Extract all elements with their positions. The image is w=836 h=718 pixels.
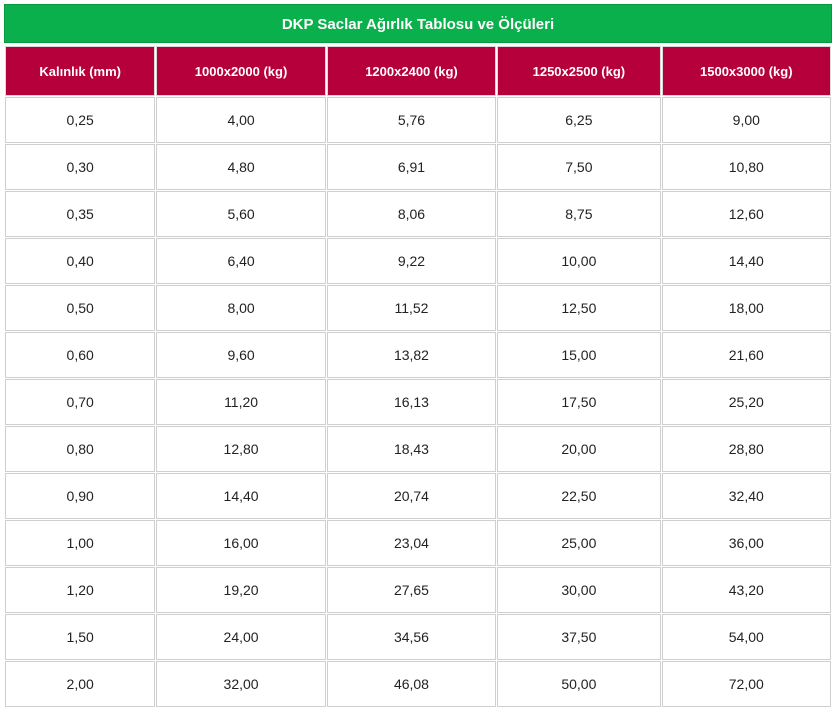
table-cell: 27,65: [326, 567, 497, 613]
table-cell: 0,90: [5, 473, 156, 519]
table-cell: 4,00: [156, 97, 326, 143]
table-row: 1,50 24,00 34,56 37,50 54,00: [5, 614, 831, 660]
table-cell: 6,91: [326, 144, 497, 190]
table-cell: 25,20: [661, 379, 831, 425]
table-cell: 0,30: [5, 144, 156, 190]
table-row: 0,90 14,40 20,74 22,50 32,40: [5, 473, 831, 519]
table-body: 0,25 4,00 5,76 6,25 9,00 0,30 4,80 6,91 7,50 10,8…: [5, 97, 831, 707]
header-cell: 1250x2500 (kg): [497, 46, 661, 96]
table-cell: 34,56: [326, 614, 497, 660]
table-cell: 24,00: [156, 614, 326, 660]
weight-table: Kalınlık (mm) 1000x2000 (kg) 1200x2400 (kg…: [4, 45, 832, 708]
table-cell: 1,00: [5, 520, 156, 566]
table-cell: 36,00: [661, 520, 831, 566]
table-cell: 22,50: [497, 473, 661, 519]
table-cell: 20,74: [326, 473, 497, 519]
table-cell: 8,00: [156, 285, 326, 331]
table-cell: 0,40: [5, 238, 156, 284]
table-cell: 0,25: [5, 97, 156, 143]
table-cell: 12,80: [156, 426, 326, 472]
table-cell: 72,00: [661, 661, 831, 707]
table-cell: 23,04: [326, 520, 497, 566]
table-row: 0,40 6,40 9,22 10,00 14,40: [5, 238, 831, 284]
table-cell: 6,25: [497, 97, 661, 143]
table-row: 2,00 32,00 46,08 50,00 72,00: [5, 661, 831, 707]
table-cell: 10,00: [497, 238, 661, 284]
table-cell: 9,60: [156, 332, 326, 378]
table-cell: 0,80: [5, 426, 156, 472]
table-cell: 46,08: [326, 661, 497, 707]
table-row: 1,20 19,20 27,65 30,00 43,20: [5, 567, 831, 613]
header-cell: 1000x2000 (kg): [156, 46, 326, 96]
table-row: 0,25 4,00 5,76 6,25 9,00: [5, 97, 831, 143]
table-cell: 7,50: [497, 144, 661, 190]
table-cell: 15,00: [497, 332, 661, 378]
table-cell: 18,43: [326, 426, 497, 472]
table-cell: 12,60: [661, 191, 831, 237]
table-cell: 8,75: [497, 191, 661, 237]
table-cell: 14,40: [661, 238, 831, 284]
table-cell: 17,50: [497, 379, 661, 425]
header-row: Kalınlık (mm) 1000x2000 (kg) 1200x2400 (kg…: [5, 46, 831, 96]
header-cell: 1500x3000 (kg): [661, 46, 831, 96]
table-cell: 6,40: [156, 238, 326, 284]
table-cell: 54,00: [661, 614, 831, 660]
table-cell: 9,22: [326, 238, 497, 284]
table-row: 0,70 11,20 16,13 17,50 25,20: [5, 379, 831, 425]
table-cell: 11,52: [326, 285, 497, 331]
table-cell: 16,00: [156, 520, 326, 566]
table-cell: 25,00: [497, 520, 661, 566]
header-cell: 1200x2400 (kg): [326, 46, 497, 96]
table-cell: 21,60: [661, 332, 831, 378]
table-cell: 20,00: [497, 426, 661, 472]
table-widget: DKP Saclar Ağırlık Tablosu ve Ölçüleri K…: [4, 4, 832, 708]
table-cell: 5,60: [156, 191, 326, 237]
table-cell: 50,00: [497, 661, 661, 707]
table-cell: 28,80: [661, 426, 831, 472]
table-cell: 5,76: [326, 97, 497, 143]
table-cell: 10,80: [661, 144, 831, 190]
table-cell: 8,06: [326, 191, 497, 237]
table-cell: 1,50: [5, 614, 156, 660]
table-cell: 2,00: [5, 661, 156, 707]
table-cell: 43,20: [661, 567, 831, 613]
table-cell: 1,20: [5, 567, 156, 613]
table-cell: 12,50: [497, 285, 661, 331]
table-cell: 30,00: [497, 567, 661, 613]
table-cell: 19,20: [156, 567, 326, 613]
table-cell: 0,60: [5, 332, 156, 378]
table-cell: 0,35: [5, 191, 156, 237]
table-cell: 13,82: [326, 332, 497, 378]
table-row: 1,00 16,00 23,04 25,00 36,00: [5, 520, 831, 566]
table-cell: 32,00: [156, 661, 326, 707]
table-row: 0,80 12,80 18,43 20,00 28,80: [5, 426, 831, 472]
table-cell: 11,20: [156, 379, 326, 425]
table-cell: 14,40: [156, 473, 326, 519]
table-cell: 4,80: [156, 144, 326, 190]
table-cell: 0,50: [5, 285, 156, 331]
table-row: 0,35 5,60 8,06 8,75 12,60: [5, 191, 831, 237]
table-cell: 9,00: [661, 97, 831, 143]
table-row: 0,60 9,60 13,82 15,00 21,60: [5, 332, 831, 378]
table-row: 0,50 8,00 11,52 12,50 18,00: [5, 285, 831, 331]
table-title: DKP Saclar Ağırlık Tablosu ve Ölçüleri: [4, 4, 832, 43]
table-cell: 16,13: [326, 379, 497, 425]
table-cell: 0,70: [5, 379, 156, 425]
header-cell: Kalınlık (mm): [5, 46, 156, 96]
table-cell: 37,50: [497, 614, 661, 660]
table-cell: 32,40: [661, 473, 831, 519]
table-cell: 18,00: [661, 285, 831, 331]
table-row: 0,30 4,80 6,91 7,50 10,80: [5, 144, 831, 190]
